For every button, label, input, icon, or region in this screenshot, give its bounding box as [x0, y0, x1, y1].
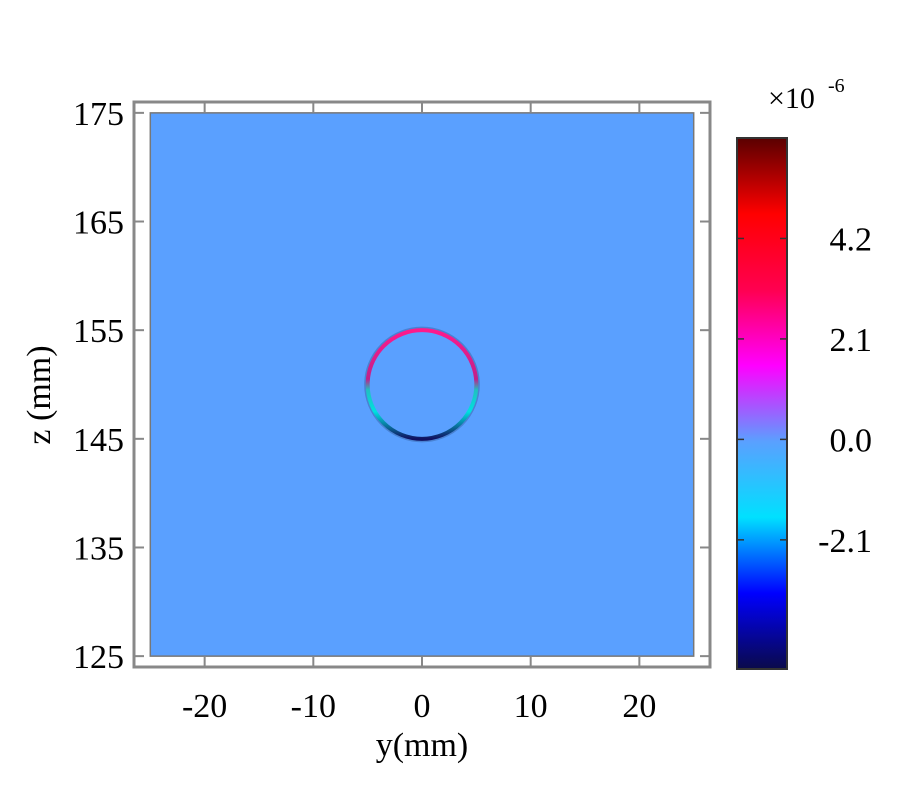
x-tick-label: -10 — [291, 688, 336, 725]
colorbar-multiplier: ×10 — [768, 82, 815, 115]
x-tick-label: 20 — [622, 688, 656, 725]
x-axis-label: y(mm) — [376, 727, 469, 764]
colorbar-exponent: -6 — [828, 75, 845, 97]
colorbar-tick-label: 0.0 — [830, 422, 873, 459]
y-tick-label: 135 — [73, 530, 124, 567]
y-tick-label: 145 — [73, 422, 124, 459]
x-ticks: -20 -10 0 10 20 — [182, 102, 656, 725]
colorbar-ticks: -2.1 0.0 2.1 4.2 — [737, 221, 873, 560]
y-tick-label: 125 — [73, 639, 124, 676]
x-tick-label: -20 — [182, 688, 227, 725]
field-region — [149, 112, 695, 657]
y-tick-label: 175 — [73, 96, 124, 133]
colorbar-tick-label: 4.2 — [830, 221, 873, 258]
colorbar — [736, 137, 788, 670]
y-tick-label: 165 — [73, 205, 124, 242]
colorbar-tick-label: -2.1 — [818, 523, 872, 560]
ring — [365, 328, 479, 441]
y-axis-label: z (mm) — [21, 345, 58, 444]
y-ticks: 125 135 145 155 165 175 — [73, 96, 710, 676]
x-tick-label: 0 — [414, 688, 431, 725]
colorbar-tick-label: 2.1 — [830, 322, 873, 359]
ring-shadow — [364, 326, 480, 443]
y-tick-label: 155 — [73, 313, 124, 350]
x-tick-label: 10 — [514, 688, 548, 725]
